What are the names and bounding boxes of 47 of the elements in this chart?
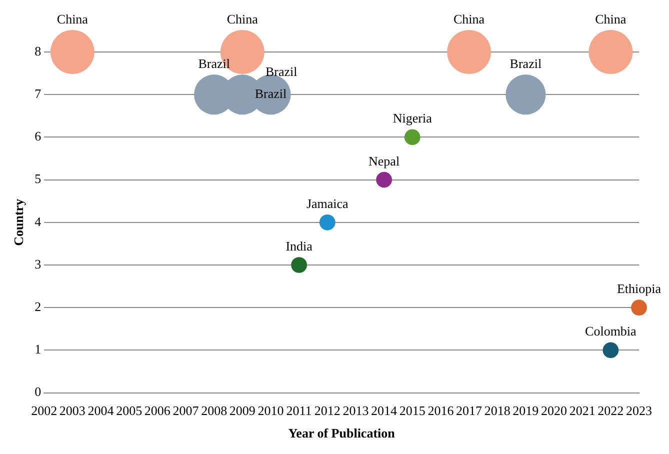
x-tick-label: 2006 xyxy=(144,403,171,418)
series-label: Colombia xyxy=(585,324,637,339)
x-tick-label: 2019 xyxy=(512,403,539,418)
x-tick-label: 2009 xyxy=(229,403,256,418)
y-tick-label: 8 xyxy=(34,43,42,58)
text: Brazil xyxy=(510,56,542,71)
y-axis-title: Country xyxy=(11,198,26,246)
text: China xyxy=(453,11,485,26)
y-tick-label: 6 xyxy=(34,128,42,144)
series-label: Nigeria xyxy=(392,110,432,126)
x-tick-label: 2020 xyxy=(541,403,568,418)
x-tick-label: 2008 xyxy=(201,403,228,418)
series-label: China xyxy=(226,11,258,26)
text: China xyxy=(595,11,626,26)
y-tick-label: 3 xyxy=(34,256,42,272)
y-tick-label: 1 xyxy=(34,342,42,357)
series-label: Brazil xyxy=(254,86,287,102)
y-tick-label: 7 xyxy=(34,86,42,102)
series-label: Nepal xyxy=(368,153,400,168)
y-tick-label: 2 xyxy=(34,299,42,314)
x-tick-label: 2014 xyxy=(371,403,398,418)
x-tick-label: 2022 xyxy=(598,403,624,418)
x-tick-label: 2007 xyxy=(172,403,200,418)
y-tick-label: 0 xyxy=(34,384,42,400)
text: Brazil xyxy=(265,64,298,79)
x-tick-label: 2012 xyxy=(314,403,340,418)
x-tick-label: 2010 xyxy=(258,403,284,418)
series-label: Jamaica xyxy=(306,196,349,211)
x-axis-title: Year of Publication xyxy=(288,426,396,441)
x-tick-label: 2018 xyxy=(484,403,510,418)
text: China xyxy=(56,11,88,26)
series-label: Ethiopia xyxy=(616,281,662,296)
x-tick-label: 2003 xyxy=(59,403,86,418)
x-tick-label: 2004 xyxy=(88,403,114,418)
series-label: India xyxy=(286,238,313,254)
x-tick-label: 2021 xyxy=(569,403,596,418)
x-tick-label: 2005 xyxy=(116,403,142,418)
x-tick-label: 2013 xyxy=(342,403,369,418)
x-tick-label: 2017 xyxy=(456,403,483,418)
x-tick-label: 2023 xyxy=(626,403,652,418)
x-tick-label: 2002 xyxy=(31,403,58,418)
text: Brazil xyxy=(198,56,230,71)
y-tick-label: 5 xyxy=(34,171,42,186)
x-tick-label: 2016 xyxy=(428,403,454,418)
x-tick-label: 2011 xyxy=(286,403,312,418)
x-tick-label: 2015 xyxy=(399,403,426,418)
y-tick-label: 4 xyxy=(34,214,42,229)
